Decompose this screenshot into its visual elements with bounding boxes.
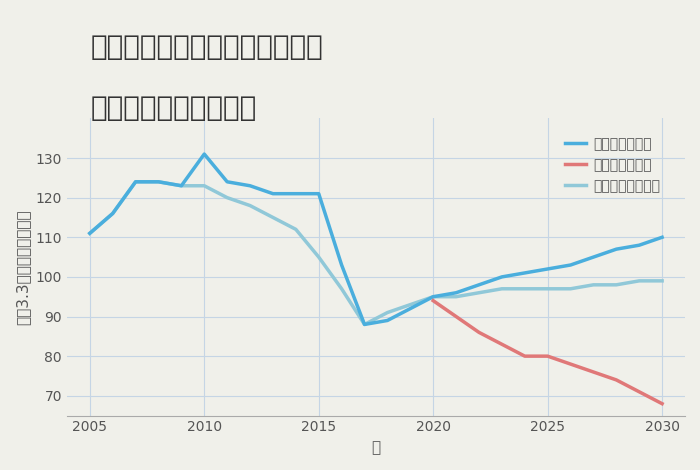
Legend: グッドシナリオ, バッドシナリオ, ノーマルシナリオ: グッドシナリオ, バッドシナリオ, ノーマルシナリオ bbox=[560, 131, 666, 198]
ノーマルシナリオ bbox=[246, 203, 254, 208]
ノーマルシナリオ bbox=[543, 286, 552, 291]
バッドシナリオ bbox=[452, 313, 461, 319]
グッドシナリオ bbox=[85, 230, 94, 236]
グッドシナリオ bbox=[452, 290, 461, 296]
グッドシナリオ bbox=[658, 235, 666, 240]
ノーマルシナリオ bbox=[223, 195, 232, 201]
ノーマルシナリオ bbox=[269, 215, 277, 220]
バッドシナリオ bbox=[635, 389, 643, 395]
バッドシナリオ bbox=[589, 369, 598, 375]
グッドシナリオ bbox=[177, 183, 186, 188]
グッドシナリオ bbox=[292, 191, 300, 196]
グッドシナリオ bbox=[429, 294, 438, 299]
グッドシナリオ bbox=[200, 151, 209, 157]
グッドシナリオ bbox=[132, 179, 140, 185]
ノーマルシナリオ bbox=[108, 211, 117, 216]
ノーマルシナリオ bbox=[566, 286, 575, 291]
Text: 埼玉県比企郡ときがわ町田中の: 埼玉県比企郡ときがわ町田中の bbox=[91, 33, 323, 61]
グッドシナリオ bbox=[543, 266, 552, 272]
バッドシナリオ bbox=[543, 353, 552, 359]
ノーマルシナリオ bbox=[589, 282, 598, 288]
X-axis label: 年: 年 bbox=[372, 440, 381, 455]
グッドシナリオ bbox=[612, 246, 620, 252]
グッドシナリオ bbox=[269, 191, 277, 196]
ノーマルシナリオ bbox=[658, 278, 666, 284]
グッドシナリオ bbox=[566, 262, 575, 268]
ノーマルシナリオ bbox=[177, 183, 186, 188]
ノーマルシナリオ bbox=[498, 286, 506, 291]
ノーマルシナリオ bbox=[452, 294, 461, 299]
Text: 中古戸建ての価格推移: 中古戸建ての価格推移 bbox=[91, 94, 258, 122]
グッドシナリオ bbox=[246, 183, 254, 188]
ノーマルシナリオ bbox=[406, 302, 414, 307]
Line: グッドシナリオ: グッドシナリオ bbox=[90, 154, 662, 324]
グッドシナリオ bbox=[589, 254, 598, 260]
ノーマルシナリオ bbox=[85, 230, 94, 236]
ノーマルシナリオ bbox=[383, 310, 391, 315]
グッドシナリオ bbox=[108, 211, 117, 216]
ノーマルシナリオ bbox=[612, 282, 620, 288]
バッドシナリオ bbox=[658, 401, 666, 407]
ノーマルシナリオ bbox=[154, 179, 162, 185]
ノーマルシナリオ bbox=[360, 321, 369, 327]
ノーマルシナリオ bbox=[200, 183, 209, 188]
ノーマルシナリオ bbox=[337, 286, 346, 291]
グッドシナリオ bbox=[337, 262, 346, 268]
グッドシナリオ bbox=[521, 270, 529, 276]
グッドシナリオ bbox=[314, 191, 323, 196]
グッドシナリオ bbox=[498, 274, 506, 280]
Y-axis label: 坪（3.3㎡）単価（万円）: 坪（3.3㎡）単価（万円） bbox=[15, 209, 30, 325]
ノーマルシナリオ bbox=[475, 290, 483, 296]
グッドシナリオ bbox=[154, 179, 162, 185]
バッドシナリオ bbox=[429, 298, 438, 304]
グッドシナリオ bbox=[223, 179, 232, 185]
ノーマルシナリオ bbox=[314, 254, 323, 260]
ノーマルシナリオ bbox=[521, 286, 529, 291]
バッドシナリオ bbox=[521, 353, 529, 359]
バッドシナリオ bbox=[566, 361, 575, 367]
ノーマルシナリオ bbox=[429, 294, 438, 299]
Line: ノーマルシナリオ: ノーマルシナリオ bbox=[90, 182, 662, 324]
ノーマルシナリオ bbox=[635, 278, 643, 284]
グッドシナリオ bbox=[475, 282, 483, 288]
Line: バッドシナリオ: バッドシナリオ bbox=[433, 301, 662, 404]
グッドシナリオ bbox=[635, 243, 643, 248]
グッドシナリオ bbox=[383, 318, 391, 323]
バッドシナリオ bbox=[498, 341, 506, 347]
ノーマルシナリオ bbox=[132, 179, 140, 185]
ノーマルシナリオ bbox=[292, 227, 300, 232]
グッドシナリオ bbox=[360, 321, 369, 327]
バッドシナリオ bbox=[475, 329, 483, 335]
バッドシナリオ bbox=[612, 377, 620, 383]
グッドシナリオ bbox=[406, 306, 414, 312]
